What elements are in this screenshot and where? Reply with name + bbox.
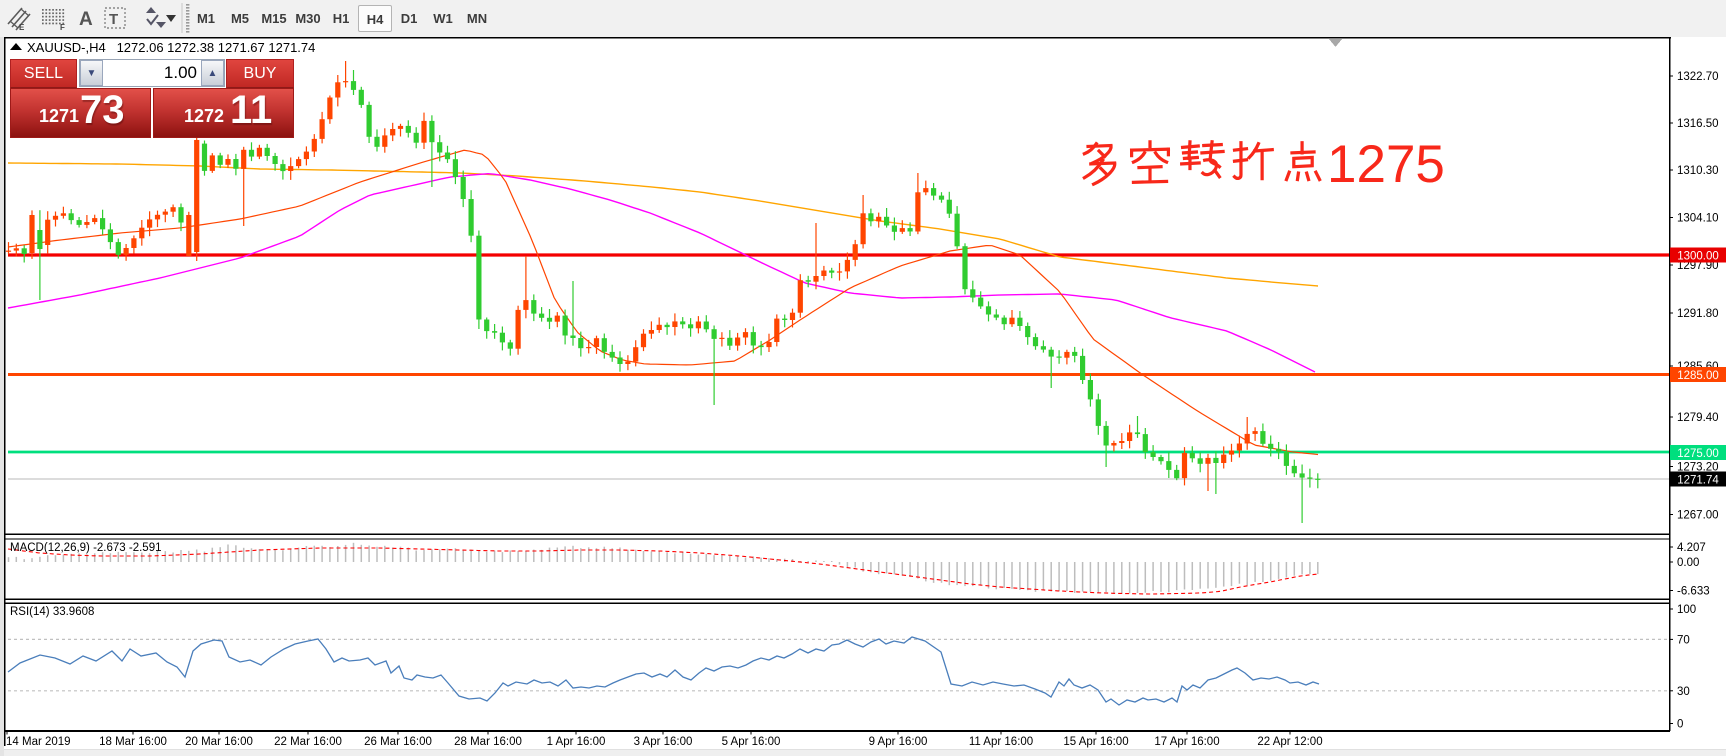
svg-text:22 Mar 16:00: 22 Mar 16:00	[274, 736, 342, 748]
svg-text:1285.00: 1285.00	[1677, 370, 1719, 382]
svg-text:RSI(14) 33.9608: RSI(14) 33.9608	[10, 606, 94, 618]
svg-text:1271.74: 1271.74	[1677, 475, 1719, 487]
svg-text:11 Apr 16:00: 11 Apr 16:00	[969, 736, 1033, 748]
svg-text:4.207: 4.207	[1677, 542, 1706, 554]
svg-text:20 Mar 16:00: 20 Mar 16:00	[185, 736, 253, 748]
svg-text:1 Apr 16:00: 1 Apr 16:00	[547, 736, 606, 748]
svg-text:26 Mar 16:00: 26 Mar 16:00	[364, 736, 432, 748]
svg-text:1291.80: 1291.80	[1677, 308, 1719, 320]
svg-text:1300.00: 1300.00	[1677, 251, 1719, 263]
svg-text:18 Mar 16:00: 18 Mar 16:00	[99, 736, 167, 748]
svg-text:0.00: 0.00	[1677, 557, 1699, 569]
svg-text:1273.20: 1273.20	[1677, 462, 1719, 474]
svg-text:1267.00: 1267.00	[1677, 510, 1719, 522]
svg-text:5 Apr 16:00: 5 Apr 16:00	[722, 736, 781, 748]
svg-text:1322.70: 1322.70	[1677, 71, 1719, 83]
svg-text:1297.90: 1297.90	[1677, 260, 1719, 272]
svg-text:XAUUSD-,H4 1272.06 1272.38 1: XAUUSD-,H4 1272.06 1272.38 1271.67 1271.…	[27, 40, 315, 55]
svg-text:F: F	[60, 23, 65, 32]
svg-text:15 Apr 16:00: 15 Apr 16:00	[1063, 736, 1128, 748]
svg-text:1316.50: 1316.50	[1677, 118, 1719, 130]
svg-text:1275: 1275	[1327, 135, 1445, 194]
svg-text:1304.10: 1304.10	[1677, 213, 1719, 225]
svg-text:-6.633: -6.633	[1677, 586, 1710, 598]
svg-text:1310.30: 1310.30	[1677, 165, 1719, 177]
svg-text:A: A	[79, 9, 93, 30]
svg-text:3 Apr 16:00: 3 Apr 16:00	[634, 736, 693, 748]
svg-text:14 Mar 2019: 14 Mar 2019	[6, 736, 71, 748]
svg-text:1275.00: 1275.00	[1677, 448, 1719, 460]
svg-text:28 Mar 16:00: 28 Mar 16:00	[454, 736, 522, 748]
svg-text:0: 0	[1677, 719, 1683, 731]
svg-text:T: T	[109, 11, 118, 28]
svg-text:100: 100	[1677, 604, 1696, 616]
svg-text:E: E	[19, 23, 25, 32]
svg-text:30: 30	[1677, 686, 1690, 698]
svg-text:1279.40: 1279.40	[1677, 412, 1719, 424]
svg-text:MACD(12,26,9) -2.673 -2.591: MACD(12,26,9) -2.673 -2.591	[10, 542, 162, 554]
svg-text:9 Apr 16:00: 9 Apr 16:00	[869, 736, 928, 748]
svg-text:22 Apr 12:00: 22 Apr 12:00	[1257, 736, 1322, 748]
svg-text:70: 70	[1677, 634, 1690, 646]
svg-text:17 Apr 16:00: 17 Apr 16:00	[1154, 736, 1219, 748]
